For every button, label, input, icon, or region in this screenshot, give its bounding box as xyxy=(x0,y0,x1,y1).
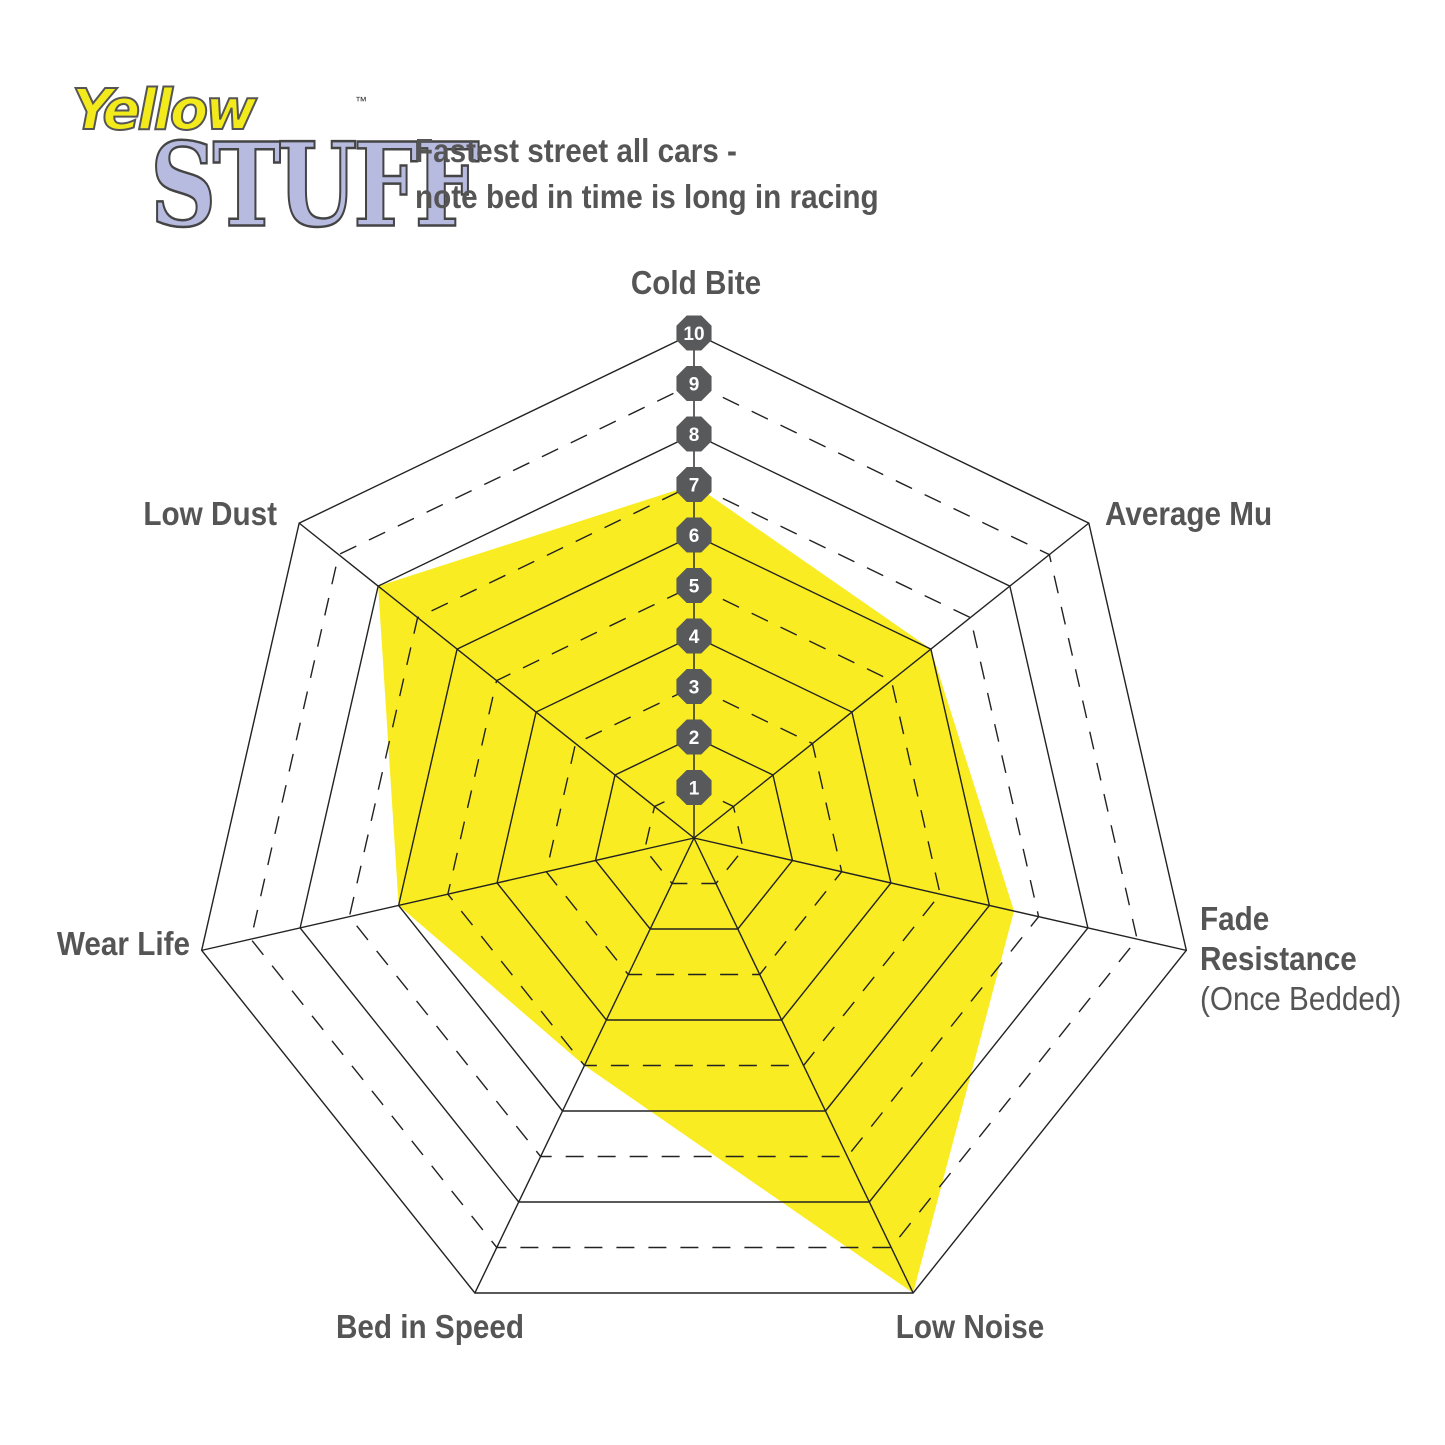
scale-badge xyxy=(676,769,712,806)
subtitle-line-1: Fastest street all cars - xyxy=(415,132,737,169)
scale-tick-label: 1 xyxy=(689,779,700,800)
axis-spoke xyxy=(201,837,695,952)
chart-subtitle: Fastest street all cars - note bed in ti… xyxy=(415,128,879,220)
scale-badge xyxy=(676,517,712,553)
axis-spoke xyxy=(693,837,914,1294)
grid-ring-4 xyxy=(496,635,892,1021)
axis-label: Resistance xyxy=(1200,941,1357,978)
axis-spoke xyxy=(298,522,695,839)
scale-tick-label: 5 xyxy=(689,577,700,598)
scale-badge xyxy=(676,315,712,351)
scale-badge xyxy=(676,719,712,755)
scale-tick-label: 2 xyxy=(689,728,700,749)
grid-ring-3 xyxy=(545,685,843,976)
logo-stuff-text: STUFF xyxy=(149,117,481,255)
yellow-stuff-logo: Yellow STUFF ™ xyxy=(70,77,481,254)
axis-label: Low Noise xyxy=(896,1309,1044,1346)
scale-tick-label: 6 xyxy=(689,526,700,547)
axis-spoke xyxy=(693,522,1090,839)
grid-ring-7 xyxy=(348,483,1040,1158)
scale-tick-label: 3 xyxy=(689,678,700,699)
scale-tick-label: 9 xyxy=(689,375,700,396)
axis-spoke xyxy=(693,837,1187,952)
grid-ring-8 xyxy=(299,433,1089,1203)
scale-badge xyxy=(676,365,712,402)
scale-badge xyxy=(676,668,712,705)
axis-label: Cold Bite xyxy=(631,265,761,302)
axis-label: Wear Life xyxy=(57,926,190,963)
subtitle-line-2: note bed in time is long in racing xyxy=(415,178,879,215)
axis-label: Low Dust xyxy=(143,496,277,533)
axis-label: Fade xyxy=(1200,901,1269,938)
axis-label: Bed in Speed xyxy=(336,1309,524,1346)
scale-badge xyxy=(676,567,712,604)
logo-trademark: ™ xyxy=(355,94,367,108)
axis-label: (Once Bedded) xyxy=(1200,981,1401,1018)
scale-badge xyxy=(676,416,712,452)
grid-ring-10 xyxy=(200,332,1188,1294)
logo-yellow-text: Yellow xyxy=(71,77,258,144)
scale-tick-label: 10 xyxy=(683,324,704,345)
axis-label: Average Mu xyxy=(1105,496,1272,533)
scale-tick-label: 8 xyxy=(689,425,700,446)
grid-ring-2 xyxy=(594,736,794,930)
data-area xyxy=(378,484,1015,1293)
scale-tick-label: 7 xyxy=(689,476,700,497)
scale-badge xyxy=(676,618,712,654)
grid-ring-9 xyxy=(250,382,1138,1249)
grid-ring-6 xyxy=(397,534,991,1112)
scale-tick-label: 4 xyxy=(689,627,700,648)
